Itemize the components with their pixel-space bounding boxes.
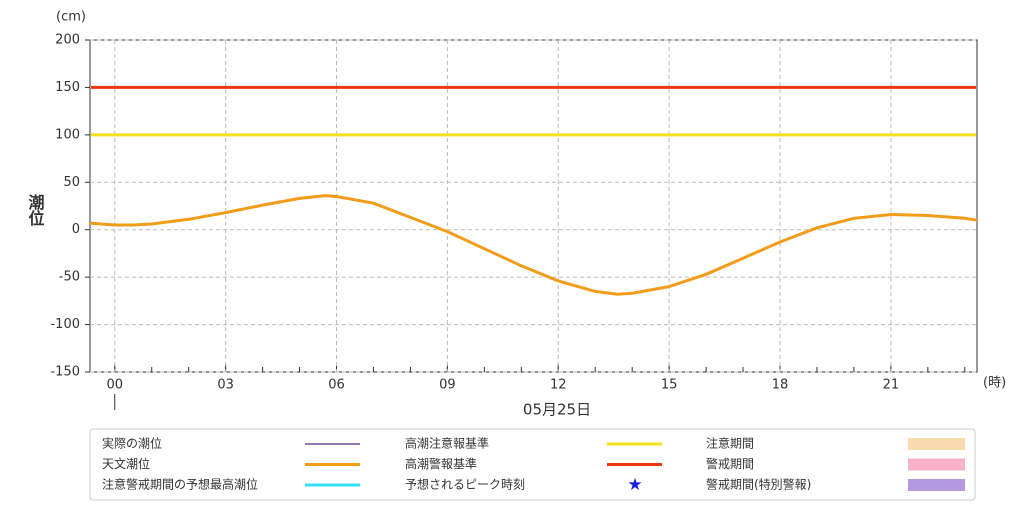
date-label: 05月25日 [523,401,591,419]
x-tick-label: 00 [106,378,123,393]
y-tick-label: 200 [55,33,80,48]
legend-swatch [908,458,965,471]
legend-swatch [908,479,965,491]
tide-line [89,194,978,296]
y-tick-label: -100 [50,317,80,332]
legend-swatch [908,438,965,450]
x-tick-label: 18 [772,378,789,393]
legend-label: 高潮警報基準 [405,456,477,471]
legend-label: 注意警戒期間の予想最高潮位 [102,477,258,492]
legend-label: 予想されるピーク時刻 [405,477,525,492]
legend-star: ★ [627,475,642,495]
y-tick-label: -50 [59,270,80,285]
y-unit: (cm) [56,10,86,25]
x-tick-label: 06 [328,378,345,393]
y-label: 潮位 [26,193,45,227]
legend-label: 天文潮位 [102,456,150,471]
y-tick-label: 150 [55,80,80,95]
y-tick-label: 100 [55,127,80,142]
plot-frame [89,39,978,373]
legend-label: 高潮注意報基準 [405,436,489,451]
y-tick-label: 0 [72,222,80,237]
legend-label: 注意期間 [706,436,754,451]
x-tick-label: 12 [550,378,567,393]
x-tick-label: 03 [217,378,234,393]
legend-label: 警戒期間 [706,456,754,471]
y-tick-label: 50 [63,175,80,190]
x-unit: (時) [983,376,1006,391]
legend-label: 実際の潮位 [102,436,162,451]
x-tick-label: 09 [439,378,456,393]
legend-label: 警戒期間(特別警報) [706,477,811,492]
y-tick-label: -150 [50,365,80,380]
x-tick-label: 15 [661,378,678,393]
x-tick-label: 21 [883,378,900,393]
legend-box [89,428,976,501]
